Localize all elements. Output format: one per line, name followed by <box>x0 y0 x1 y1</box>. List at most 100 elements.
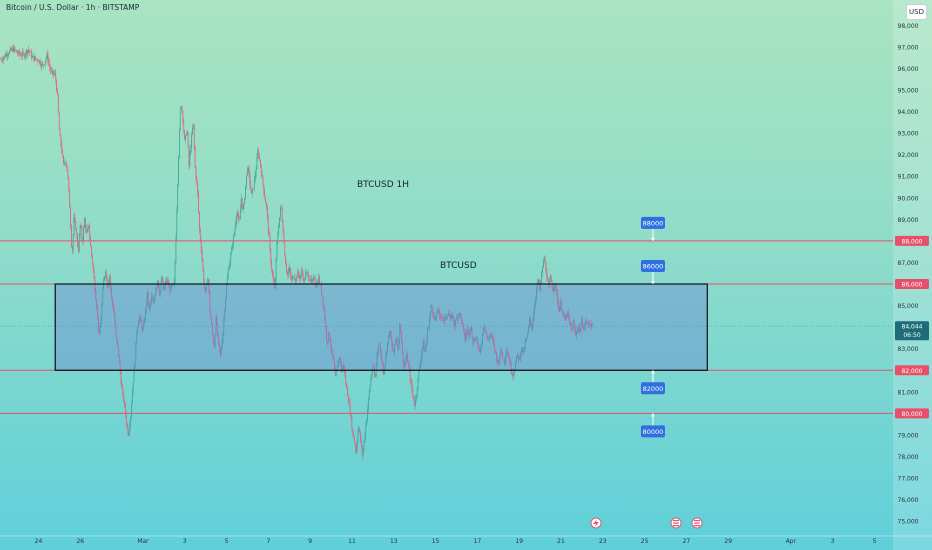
candle-body <box>590 324 591 325</box>
candle-body <box>229 261 231 268</box>
event-marker-2[interactable] <box>691 517 703 529</box>
candle-body <box>236 212 238 221</box>
candle-body <box>477 342 479 346</box>
candle-body <box>293 277 295 280</box>
candle-body <box>162 278 164 282</box>
candle-body <box>252 188 253 194</box>
y-tick-label: 89,000 <box>898 217 919 224</box>
candle-body <box>15 49 17 51</box>
candle-body <box>221 343 223 349</box>
currency-button[interactable]: USD <box>906 4 927 20</box>
x-tick-label: 9 <box>308 538 312 545</box>
candle-body <box>471 327 473 336</box>
candle-body <box>161 278 163 282</box>
candle-body <box>53 73 55 75</box>
candle-body <box>270 249 272 264</box>
target-tag <box>640 425 665 438</box>
candle-body <box>560 301 562 308</box>
x-tick-label: 11 <box>348 538 356 545</box>
candle-body <box>304 279 306 281</box>
candle-body <box>386 352 388 356</box>
target-arrow-head <box>650 413 655 417</box>
candle-body <box>408 363 409 365</box>
candle-body <box>23 53 25 58</box>
candle-body <box>556 285 557 293</box>
candle-body <box>484 326 486 331</box>
candle-body <box>470 327 472 329</box>
candle-body <box>316 283 318 287</box>
candle-body <box>58 112 60 130</box>
candle-body <box>262 176 264 185</box>
candle-body <box>232 245 233 248</box>
candle-body <box>524 342 526 350</box>
candle-body <box>414 398 416 406</box>
candle-body <box>125 414 127 424</box>
candle-body <box>406 354 408 359</box>
candle-body <box>2 60 4 61</box>
candle-body <box>465 335 467 341</box>
target-tag-label: 88000 <box>643 219 664 227</box>
y-tick-label: 83,000 <box>898 346 919 353</box>
candle-body <box>131 390 133 405</box>
candle-body <box>565 315 567 321</box>
candle-body <box>192 127 193 135</box>
candle-body <box>64 162 66 164</box>
candle-body <box>328 332 330 335</box>
candle-body <box>299 275 300 279</box>
candle-body <box>473 341 475 344</box>
candle-body <box>329 334 331 343</box>
candle-body <box>283 232 285 242</box>
candle-body <box>509 362 511 364</box>
candle-body <box>179 129 180 157</box>
y-tick-label: 91,000 <box>898 174 919 181</box>
candle-body <box>216 316 218 326</box>
candle-body <box>443 320 445 322</box>
candle-body <box>226 277 228 286</box>
candle-body <box>475 338 477 339</box>
candle-body <box>241 197 243 207</box>
lightning-event-marker[interactable] <box>590 517 602 529</box>
candle-body <box>534 305 536 313</box>
candle-body <box>540 282 542 290</box>
y-tick-label: 96,000 <box>898 66 919 73</box>
candle-body <box>541 272 543 283</box>
y-tick-label: 87,000 <box>898 260 919 267</box>
candle-body <box>29 50 31 53</box>
candle-body <box>64 163 65 164</box>
candle-body <box>114 314 116 326</box>
candle-body <box>268 230 270 237</box>
candle-body <box>267 216 269 231</box>
candle-body <box>196 178 198 183</box>
candle-body <box>184 130 186 140</box>
candle-body <box>298 271 300 276</box>
candle-body <box>333 355 334 361</box>
candle-body <box>344 368 346 375</box>
candle-body <box>42 63 44 66</box>
candle-body <box>10 48 11 51</box>
candle-body <box>62 152 64 156</box>
candle-body <box>32 56 34 57</box>
candle-body <box>373 367 374 369</box>
candle-body <box>577 326 579 329</box>
candle-body <box>409 370 411 381</box>
candle-body <box>100 319 102 327</box>
candle-body <box>118 355 120 362</box>
candle-body <box>75 221 77 231</box>
candle-body <box>396 337 398 345</box>
candle-body <box>461 315 462 323</box>
candle-body <box>499 355 501 363</box>
candle-body <box>153 300 155 304</box>
candle-body <box>289 267 291 273</box>
candle-body <box>128 432 130 436</box>
event-marker-1[interactable] <box>670 517 682 529</box>
candle-body <box>412 389 414 395</box>
candle-body <box>574 321 576 330</box>
candle-body <box>559 307 561 312</box>
candle-body <box>122 388 124 393</box>
candle-body <box>587 322 589 323</box>
candle-body <box>334 360 335 370</box>
candle-body <box>282 221 284 233</box>
candle-body <box>125 403 126 415</box>
candle-body <box>48 61 50 64</box>
candle-body <box>482 333 483 345</box>
